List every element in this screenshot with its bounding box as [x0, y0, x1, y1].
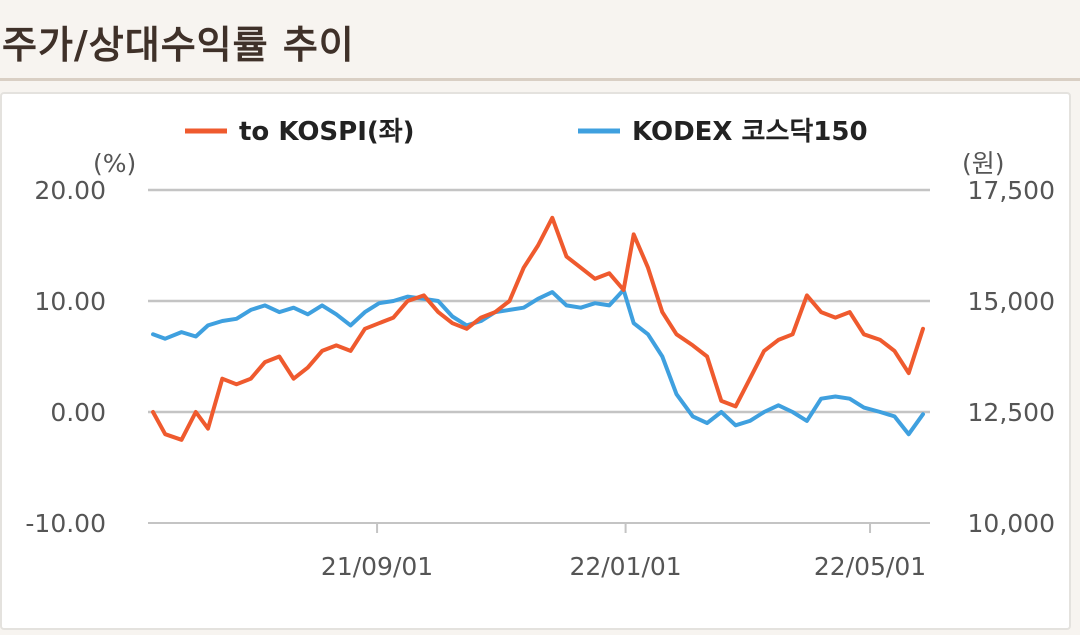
x-tick-label: 22/05/01	[814, 552, 926, 581]
legend-label-kodex: KODEX 코스닥150	[632, 117, 868, 147]
page-title: 주가/상대수익률 추이	[2, 23, 355, 67]
header: 주가/상대수익률 추이	[0, 0, 1080, 80]
y-tick-left-label: -10.00	[25, 509, 106, 538]
legend-label-kospi: to KOSPI(좌)	[239, 117, 415, 147]
legend-item-kospi: to KOSPI(좌)	[185, 117, 415, 147]
x-axis: 21/09/01 22/01/01 22/05/01	[321, 523, 926, 581]
series-lines	[151, 215, 925, 442]
y-tick-right-label: 17,500	[968, 176, 1055, 205]
x-tick-label: 21/09/01	[321, 552, 433, 581]
x-tick-label: 22/01/01	[569, 552, 681, 581]
y-tick-right-label: 15,000	[968, 287, 1055, 316]
y-tick-left-label: 20.00	[34, 176, 106, 205]
y-tick-left-label: 0.00	[50, 398, 106, 427]
left-axis-unit: (%)	[93, 149, 136, 178]
series-line-kodex	[151, 287, 925, 437]
chart-card	[0, 92, 1071, 630]
right-axis-unit: (원)	[962, 149, 1005, 178]
y-tick-right-label: 12,500	[968, 398, 1055, 427]
legend-item-kodex: KODEX 코스닥150	[578, 117, 868, 147]
y-axis-left: 20.00 10.00 0.00 -10.00	[25, 176, 106, 538]
y-tick-right-label: 10,000	[968, 509, 1055, 538]
y-tick-left-label: 10.00	[34, 287, 106, 316]
grid-lines	[148, 188, 930, 524]
series-line-kospi	[151, 215, 925, 442]
legend: to KOSPI(좌) KODEX 코스닥150	[185, 117, 868, 147]
header-divider	[0, 78, 1080, 81]
y-axis-right: 17,500 15,000 12,500 10,000	[968, 176, 1055, 538]
